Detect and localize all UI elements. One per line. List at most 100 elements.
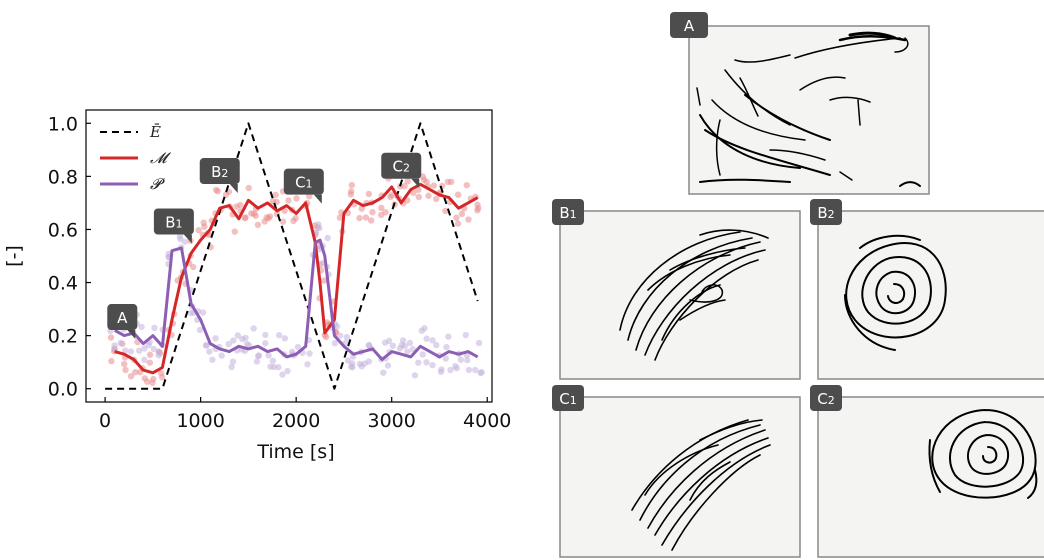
scatter-point [430,182,438,189]
scatter-point [284,367,291,375]
scatter-point [242,334,249,342]
scatter-point [343,333,351,341]
scatter-point [321,331,329,339]
scatter-point [229,358,237,365]
scatter-point [475,339,483,347]
scatter-point [150,375,157,383]
scatter-point [365,190,373,198]
panel-b1 [559,210,801,380]
scatter-point [387,193,394,201]
scatter-point [108,357,115,365]
scatter-point [385,337,393,345]
scatter-point [447,178,455,186]
scatter-point [243,340,251,348]
scatter-point [263,214,270,221]
scatter-point [253,358,261,365]
scatter-point [418,327,425,334]
x-tick-label: 0 [99,410,111,432]
scatter-point [415,359,422,366]
scatter-point [275,364,282,371]
scatter-point [442,207,449,215]
svg-text:B1: B1 [559,204,576,222]
scatter-point [262,331,269,339]
scatter-point [202,342,210,349]
panel-c1-trajectories [631,419,771,551]
callout-c2: C2 [381,152,422,188]
series-lines [105,122,479,390]
scatter-point [212,335,219,342]
panel-b2 [817,210,1044,380]
callout-b2: B2 [199,158,240,194]
scatter-point [429,337,436,344]
panel-label-c1: C1 [552,385,584,411]
scatter-point [348,363,355,370]
panel-c2 [817,396,1044,558]
scatter-point [150,345,157,353]
panel-b1-trajectories [619,229,769,361]
scatter-point [333,323,341,330]
scatter-point [465,366,473,374]
scatter-point [218,352,225,359]
scatter-point [250,325,257,332]
scatter-point [423,178,430,186]
scatter-point [141,375,148,382]
scatter-point [406,339,414,347]
scatter-point [132,369,139,376]
y-axis-label: [-] [3,245,25,267]
scatter-point [135,347,143,354]
callout-b1: B1 [153,208,194,244]
scatter-point [122,366,129,374]
scatter-point [411,372,419,379]
scatter-point [472,366,479,374]
scatter-point [453,214,460,221]
scatter-point [438,366,445,373]
scatter-point [384,362,392,369]
svg-text:A: A [117,309,128,327]
scatter-point [233,203,240,210]
scatter-point [111,345,118,352]
scatter-point [195,226,202,234]
legend-label: Ē [149,123,161,141]
panel-label-c2: C2 [810,385,842,411]
scatter-point [279,218,287,225]
trajectory-panels: A B1 B2 C1 C2 [552,12,1044,558]
scatter-point [206,348,213,355]
x-tick-label: 1000 [176,410,224,432]
scatter-point [117,339,124,347]
panel-c1 [559,396,801,558]
callout-c1: C1 [283,168,324,204]
scatter-point [452,362,459,370]
scatter-point [415,193,423,201]
scatter-point [292,214,299,222]
scatter-point [377,211,385,219]
scatter-point [454,220,462,227]
scatter-point [447,366,454,374]
scatter-point [252,212,259,219]
scatter-point [475,204,482,212]
scatter-point [141,356,148,364]
scatter-point [213,186,220,194]
scatter-point [433,195,440,203]
scatter-point [241,214,249,222]
y-tick-label: 1.0 [48,113,78,135]
scatter-point [425,192,432,199]
scatter-point [454,191,462,198]
scatter-point [378,204,385,212]
scatter-point [127,348,135,355]
legend-label: 𝓟 [150,175,165,193]
scatter-point [336,332,344,339]
scatter-point [234,332,242,339]
scatter-point [158,374,166,381]
x-axis-label: Time [s] [256,441,334,463]
scatter-point [404,178,411,185]
series-line-2 [113,238,479,361]
scatter-point [315,221,322,228]
panel-labels: A B1 B2 C1 C2 [552,12,842,411]
scatter-point [107,334,115,341]
scatter-point [410,189,417,197]
panel-a-trajectories [696,31,921,187]
scatter-point [465,216,472,223]
x-tick-label: 4000 [463,410,511,432]
scatter-point [146,359,154,366]
